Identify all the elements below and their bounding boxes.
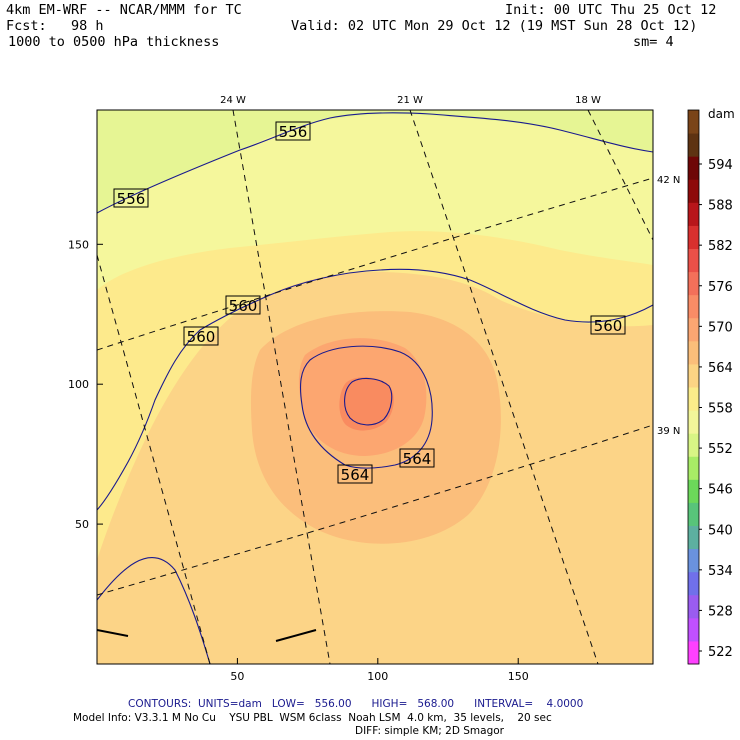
contour-label-box xyxy=(337,464,373,484)
fill-568 xyxy=(339,377,394,431)
colorbar-label: 570 xyxy=(708,320,733,335)
colorbar-segment xyxy=(688,617,699,642)
contour-label: 560 xyxy=(187,328,216,346)
colorbar-label: 558 xyxy=(708,402,733,417)
colorbar-segment xyxy=(688,410,699,434)
plot-frame xyxy=(96,109,654,665)
contours-legend: CONTOURS: UNITS=dam LOW= 556.00 HIGH= 56… xyxy=(128,698,584,710)
contour-label-box xyxy=(225,295,261,315)
colorbar-segment xyxy=(688,594,699,619)
x-tick-label: 150 xyxy=(508,670,529,683)
x-axis: 50 100 150 xyxy=(230,658,529,683)
diffusion-info: DIFF: simple KM; 2D Smagor xyxy=(355,725,504,737)
contour-line-560 xyxy=(97,268,653,511)
colorbar-segment xyxy=(688,179,699,203)
colorbar-segment xyxy=(688,202,699,226)
graticule-lon-27w xyxy=(97,254,211,664)
contour-line-568 xyxy=(344,377,393,426)
graticule-lon-24w xyxy=(232,110,331,664)
colorbar-segment xyxy=(688,271,699,296)
colorbar-segment xyxy=(688,571,699,596)
colorbar-label: 552 xyxy=(708,442,733,457)
colorbar-segment xyxy=(688,479,699,503)
colorbar-segment xyxy=(688,525,699,550)
colorbar-label: 588 xyxy=(708,199,733,214)
colorbar-segment xyxy=(688,640,699,665)
colorbar-segment xyxy=(688,548,699,573)
contour-labels: 556 556 560 560 560 564 564 xyxy=(113,121,626,484)
contour-label: 556 xyxy=(279,123,308,141)
colorbar-label: 594 xyxy=(708,158,733,173)
y-tick-label: 50 xyxy=(75,518,89,531)
init-time: Init: 00 UTC Thu 25 Oct 12 xyxy=(505,2,717,18)
contour-label: 560 xyxy=(594,317,623,335)
model-info: Model Info: V3.3.1 M No Cu YSU PBL WSM 6… xyxy=(73,712,552,724)
graticule-lon-21w xyxy=(409,110,599,664)
colorbar-segment xyxy=(688,433,699,457)
contour-label: 564 xyxy=(403,450,432,468)
colorbar-unit: dam xyxy=(708,107,735,121)
colorbar-segment xyxy=(688,363,699,388)
colorbar-segment xyxy=(688,110,699,134)
colorbar-segment xyxy=(688,456,699,480)
y-tick-label: 100 xyxy=(68,378,89,391)
smoothing-label: sm= 4 xyxy=(633,34,674,50)
longitude-label: 21 W xyxy=(397,95,423,106)
contour-label-box xyxy=(113,188,149,208)
colorbar-label: 522 xyxy=(708,645,733,660)
colorbar-segment xyxy=(688,133,699,157)
colorbar-label: 582 xyxy=(708,239,733,254)
colorbar-label: 534 xyxy=(708,564,733,579)
colorbar-segment xyxy=(688,156,699,180)
latitude-label: 42 N xyxy=(657,175,680,186)
colorbar-segment xyxy=(688,248,699,273)
colorbar-label: 546 xyxy=(708,483,733,498)
contour-label: 560 xyxy=(229,297,258,315)
colorbar-segment xyxy=(688,225,699,249)
y-axis: 50 100 150 xyxy=(68,238,103,531)
graticule-lon-18w xyxy=(587,110,653,241)
graticule-lat-39n xyxy=(97,424,653,596)
x-tick-label: 50 xyxy=(230,670,244,683)
graticule-lat-42n xyxy=(97,177,653,351)
contour-label: 564 xyxy=(341,466,370,484)
contour-label-box xyxy=(275,121,311,141)
colorbar-label: 528 xyxy=(708,604,733,619)
longitude-label: 18 W xyxy=(575,95,601,106)
coastline xyxy=(97,557,211,664)
contour-label: 556 xyxy=(117,190,146,208)
field-name: 1000 to 0500 hPa thickness xyxy=(8,34,220,50)
colorbar-segment xyxy=(688,317,699,342)
longitude-label: 24 W xyxy=(220,95,246,106)
wind-barb xyxy=(275,629,317,642)
latitude-labels: 42 N 39 N xyxy=(657,175,680,437)
model-title: 4km EM-WRF -- NCAR/MMM for TC xyxy=(6,2,242,18)
colorbar-label: 540 xyxy=(708,523,733,538)
colorbar: dam 594 588 582 576 570 564 558 552 546 540 534 528 5… xyxy=(687,107,735,665)
wind-barb xyxy=(97,629,129,637)
colorbar-segment xyxy=(688,502,699,526)
colorbar-segment xyxy=(688,387,699,411)
longitude-labels: 24 W 21 W 18 W xyxy=(220,95,601,106)
x-tick-label: 100 xyxy=(367,670,388,683)
colorbar-segment xyxy=(688,340,699,365)
contour-line-564 xyxy=(300,345,433,469)
forecast-hour: Fcst: 98 h xyxy=(6,18,104,34)
colorbar-frame xyxy=(687,109,700,665)
colorbar-label: 576 xyxy=(708,280,733,295)
colorbar-label: 564 xyxy=(708,361,733,376)
contour-label-box xyxy=(183,326,219,346)
latitude-label: 39 N xyxy=(657,426,680,437)
contour-label-box xyxy=(590,315,626,335)
y-tick-label: 150 xyxy=(68,238,89,251)
valid-time: Valid: 02 UTC Mon 29 Oct 12 (19 MST Sun … xyxy=(291,18,698,34)
contour-label-box xyxy=(399,448,435,468)
contour-line-556-top xyxy=(97,112,653,214)
colorbar-segment xyxy=(688,294,699,319)
